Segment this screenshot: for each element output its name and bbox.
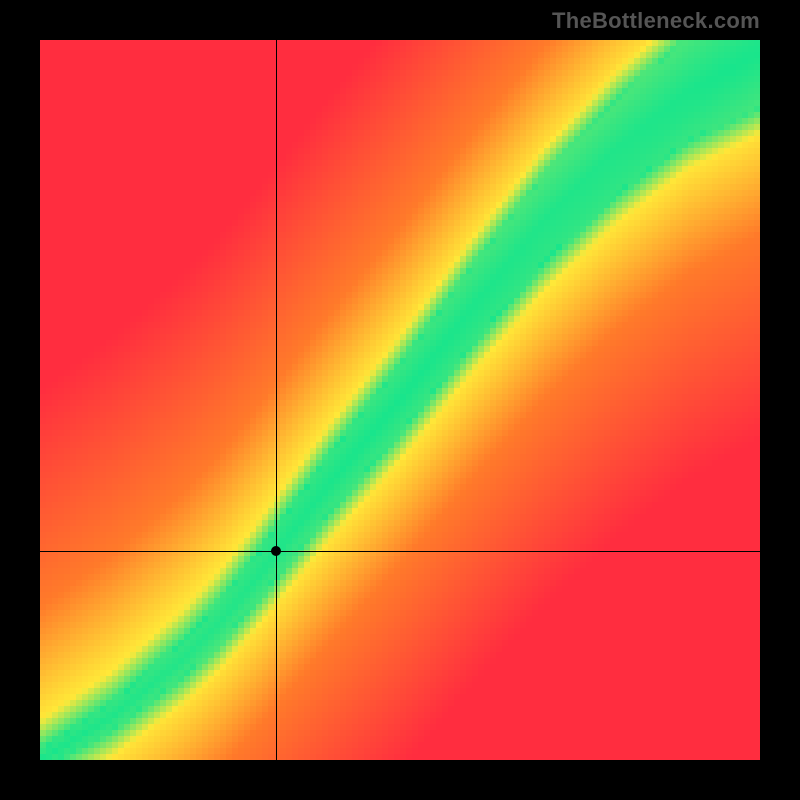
crosshair-marker	[271, 546, 281, 556]
heatmap-canvas	[40, 40, 760, 760]
crosshair-horizontal	[40, 551, 760, 552]
bottleneck-heatmap	[40, 40, 760, 760]
crosshair-vertical	[276, 40, 277, 760]
watermark-label: TheBottleneck.com	[552, 8, 760, 34]
